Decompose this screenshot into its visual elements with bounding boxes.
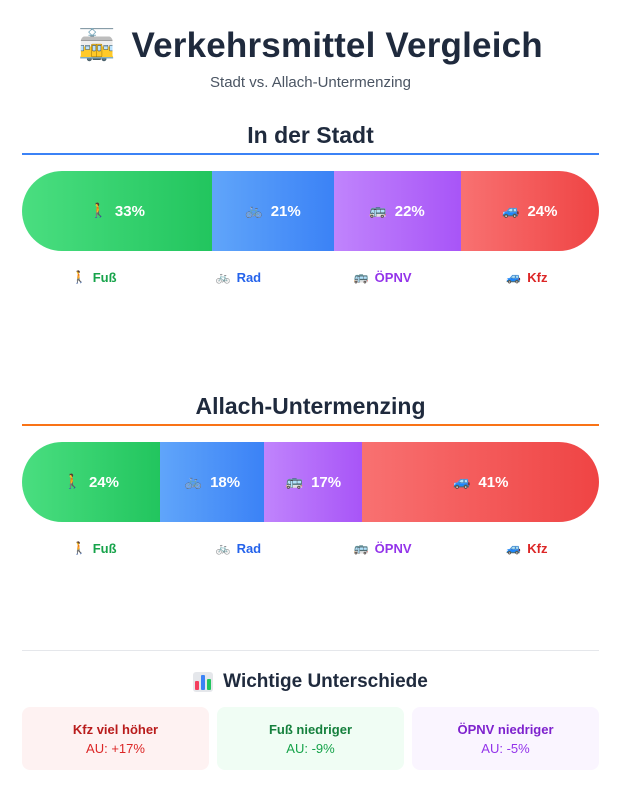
card-title: Fuß niedriger — [268, 722, 353, 737]
bus-icon: 🚌 — [285, 474, 304, 490]
legend: 🚶 Fuß 🚲 Rad 🚌 ÖPNV 🚙 Kfz — [22, 268, 599, 286]
bar-segment-kfz: 🚙 24% — [460, 171, 599, 251]
legend-label: Kfz — [527, 269, 548, 285]
legend-item-rad: 🚲 Rad — [166, 539, 310, 557]
data-label: 41% — [478, 473, 509, 491]
walker-icon: 🚶 — [71, 541, 87, 555]
walker-icon: 🚶 — [63, 474, 81, 490]
difference-card-fuss: Fuß niedriger AU: -9% — [217, 707, 404, 770]
page-title: Verkehrsmittel Vergleich — [131, 26, 543, 65]
car-icon: 🚙 — [506, 270, 522, 284]
bicycle-icon: 🚲 — [184, 474, 203, 490]
legend-label: Rad — [236, 540, 262, 556]
data-label: 17% — [311, 473, 342, 491]
bicycle-icon: 🚲 — [215, 270, 231, 284]
legend-item-oepnv: 🚌 ÖPNV — [311, 539, 455, 557]
differences-heading: Wichtige Unterschiede — [0, 671, 621, 693]
data-label: 18% — [210, 473, 241, 491]
legend-label: Kfz — [527, 540, 548, 556]
bus-icon: 🚌 — [353, 541, 369, 555]
data-label: 24% — [88, 473, 119, 491]
bus-icon: 🚌 — [369, 203, 387, 219]
bicycle-icon: 🚲 — [245, 203, 263, 219]
legend-item-kfz: 🚙 Kfz — [455, 268, 599, 286]
differences-title: Wichtige Unterschiede — [223, 671, 428, 692]
card-title: Kfz viel höher — [72, 722, 159, 737]
card-value: AU: -9% — [286, 741, 335, 756]
bar-segment-fuss: 🚶 33% — [22, 171, 213, 251]
chart-stadt: In der Stadt 🚶 33% 🚲 21% 🚌 22% 🚙 24% 🚶 Fuß 🚲 R… — [22, 117, 599, 286]
bar-segment-rad: 🚲 21% — [212, 171, 334, 251]
walker-icon: 🚶 — [71, 270, 87, 284]
header: 🚋 Verkehrsmittel Vergleich Stadt vs. All… — [0, 26, 621, 91]
bar-segment-oepnv: 🚌 17% — [264, 442, 363, 522]
page-subtitle: Stadt vs. Allach-Untermenzing — [210, 74, 411, 91]
car-icon: 🚙 — [452, 474, 471, 490]
legend-item-rad: 🚲 Rad — [166, 268, 310, 286]
section-rule — [22, 424, 599, 426]
difference-card-kfz: Kfz viel höher AU: +17% — [22, 707, 209, 770]
walker-icon: 🚶 — [89, 203, 107, 219]
legend-item-fuss: 🚶 Fuß — [22, 268, 166, 286]
car-icon: 🚙 — [506, 541, 522, 555]
legend-item-fuss: 🚶 Fuß — [22, 539, 166, 557]
tram-icon: 🚋 — [78, 28, 116, 63]
legend-item-kfz: 🚙 Kfz — [455, 539, 599, 557]
stacked-bar: 🚶 33% 🚲 21% 🚌 22% 🚙 24% — [22, 171, 599, 251]
bar-segment-oepnv: 🚌 22% — [333, 171, 461, 251]
title-row: 🚋 Verkehrsmittel Vergleich — [0, 26, 621, 66]
data-label: 21% — [270, 202, 301, 220]
differences-cards: Kfz viel höher AU: +17% Fuß niedriger AU… — [22, 707, 599, 770]
data-label: 22% — [394, 202, 425, 220]
legend-label: Fuß — [92, 540, 117, 556]
legend-label: ÖPNV — [374, 269, 412, 285]
chart-title: Allach-Untermenzing — [195, 393, 426, 419]
card-value: AU: -5% — [481, 741, 530, 756]
legend-label: ÖPNV — [374, 540, 412, 556]
bar-chart-icon — [193, 672, 214, 692]
difference-card-oepnv: ÖPNV niedriger AU: -5% — [412, 707, 599, 770]
data-label: 24% — [527, 202, 558, 220]
legend-item-oepnv: 🚌 ÖPNV — [311, 268, 455, 286]
stacked-bar: 🚶 24% 🚲 18% 🚌 17% 🚙 41% — [22, 442, 599, 522]
legend: 🚶 Fuß 🚲 Rad 🚌 ÖPNV 🚙 Kfz — [22, 539, 599, 557]
data-label: 33% — [114, 202, 145, 220]
bar-segment-fuss: 🚶 24% — [22, 442, 161, 522]
card-value: AU: +17% — [86, 741, 145, 756]
chart-allach-untermenzing: Allach-Untermenzing 🚶 24% 🚲 18% 🚌 17% 🚙 41% … — [22, 388, 599, 557]
bicycle-icon: 🚲 — [215, 541, 231, 555]
section-rule — [22, 153, 599, 155]
chart-title: In der Stadt — [247, 122, 374, 148]
card-title: ÖPNV niedriger — [457, 722, 554, 737]
bar-segment-rad: 🚲 18% — [160, 442, 265, 522]
divider — [22, 650, 599, 651]
bar-segment-kfz: 🚙 41% — [362, 442, 599, 522]
bus-icon: 🚌 — [353, 270, 369, 284]
legend-label: Fuß — [92, 269, 117, 285]
car-icon: 🚙 — [502, 203, 520, 219]
legend-label: Rad — [236, 269, 262, 285]
